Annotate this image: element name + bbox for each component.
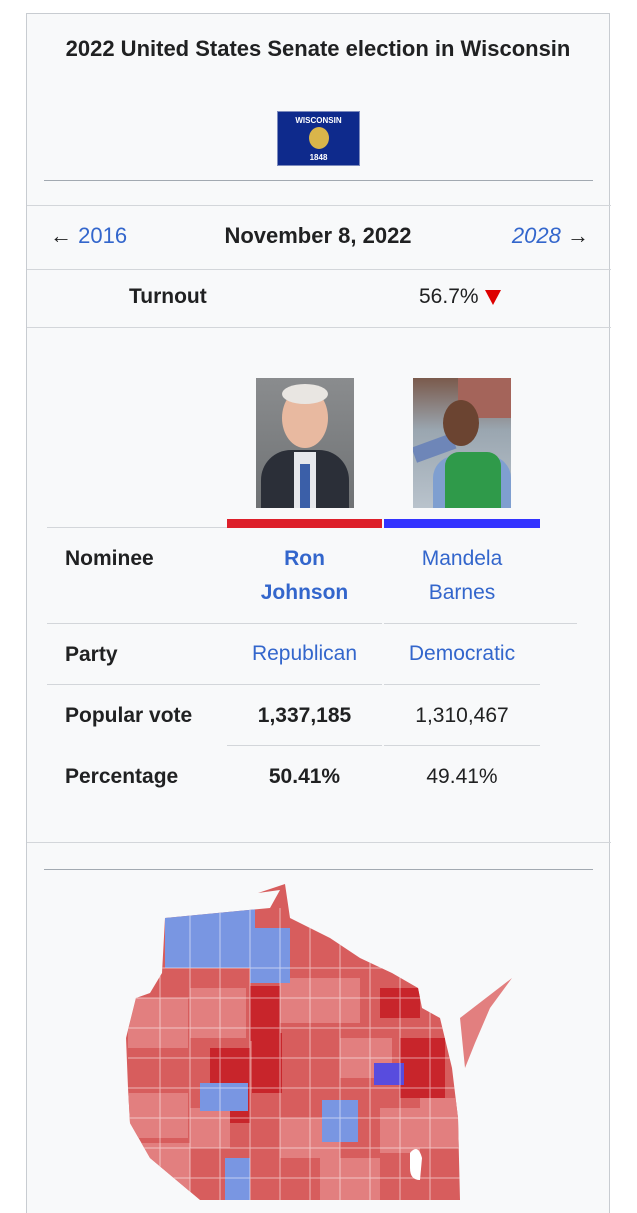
previous-election-year[interactable]: 2016: [78, 223, 128, 248]
democratic-party-link[interactable]: Democratic: [408, 642, 516, 665]
divider: [27, 327, 611, 328]
county-results-map-icon[interactable]: [80, 868, 530, 1200]
divider: [227, 684, 382, 685]
previous-election-link[interactable]: ← 2016: [50, 223, 127, 249]
flag-year: 1848: [309, 153, 328, 162]
title-divider: [44, 180, 593, 181]
left-arrow-icon: ←: [50, 223, 72, 248]
mandela-barnes-link[interactable]: Mandela Barnes: [384, 542, 540, 610]
nominee-label: Nominee: [65, 547, 154, 570]
flag-seal-icon: [309, 127, 329, 149]
map-divider: [44, 869, 593, 870]
right-arrow-icon: →: [567, 223, 589, 248]
divider: [384, 623, 577, 624]
party-label: Party: [65, 643, 118, 666]
divider: [47, 684, 227, 685]
turnout-percentage: 56.7%: [419, 285, 479, 308]
barnes-popular-vote: 1,310,467: [415, 704, 509, 727]
turnout-value: 56.7%: [419, 285, 501, 309]
divider: [227, 623, 382, 624]
election-date: November 8, 2022: [224, 223, 412, 248]
decrease-triangle-icon: [484, 289, 501, 305]
divider: [27, 205, 611, 206]
flag-name: WISCONSIN: [295, 116, 342, 125]
republican-party-link[interactable]: Republican: [251, 642, 358, 665]
candidate-first-name[interactable]: Ron: [284, 547, 325, 570]
republican-color-bar: [227, 519, 382, 528]
divider: [47, 623, 227, 624]
divider: [384, 684, 540, 685]
johnson-popular-vote: 1,337,185: [257, 704, 352, 727]
barnes-percentage: 49.41%: [426, 765, 498, 788]
divider: [47, 527, 227, 528]
percentage-label: Percentage: [65, 765, 179, 788]
popular-vote-label: Popular vote: [65, 704, 193, 727]
divider: [384, 745, 540, 746]
candidate-first-name[interactable]: Mandela: [421, 547, 503, 570]
candidate-last-name[interactable]: Barnes: [428, 581, 496, 604]
divider: [27, 269, 611, 270]
next-election-year[interactable]: 2028: [511, 223, 561, 248]
wisconsin-flag-icon[interactable]: WISCONSIN 1848: [277, 111, 360, 166]
johnson-percentage: 50.41%: [268, 765, 341, 788]
divider: [27, 842, 611, 843]
divider: [227, 745, 382, 746]
ron-johnson-link[interactable]: Ron Johnson: [227, 542, 382, 610]
candidate-last-name[interactable]: Johnson: [260, 581, 349, 604]
infobox-title: 2022 United States Senate election in Wi…: [65, 36, 571, 61]
next-election-link[interactable]: 2028 →: [512, 223, 589, 249]
mandela-barnes-photo[interactable]: [413, 378, 511, 508]
turnout-label: Turnout: [129, 285, 207, 308]
democratic-color-bar: [384, 519, 540, 528]
ron-johnson-photo[interactable]: [256, 378, 354, 508]
